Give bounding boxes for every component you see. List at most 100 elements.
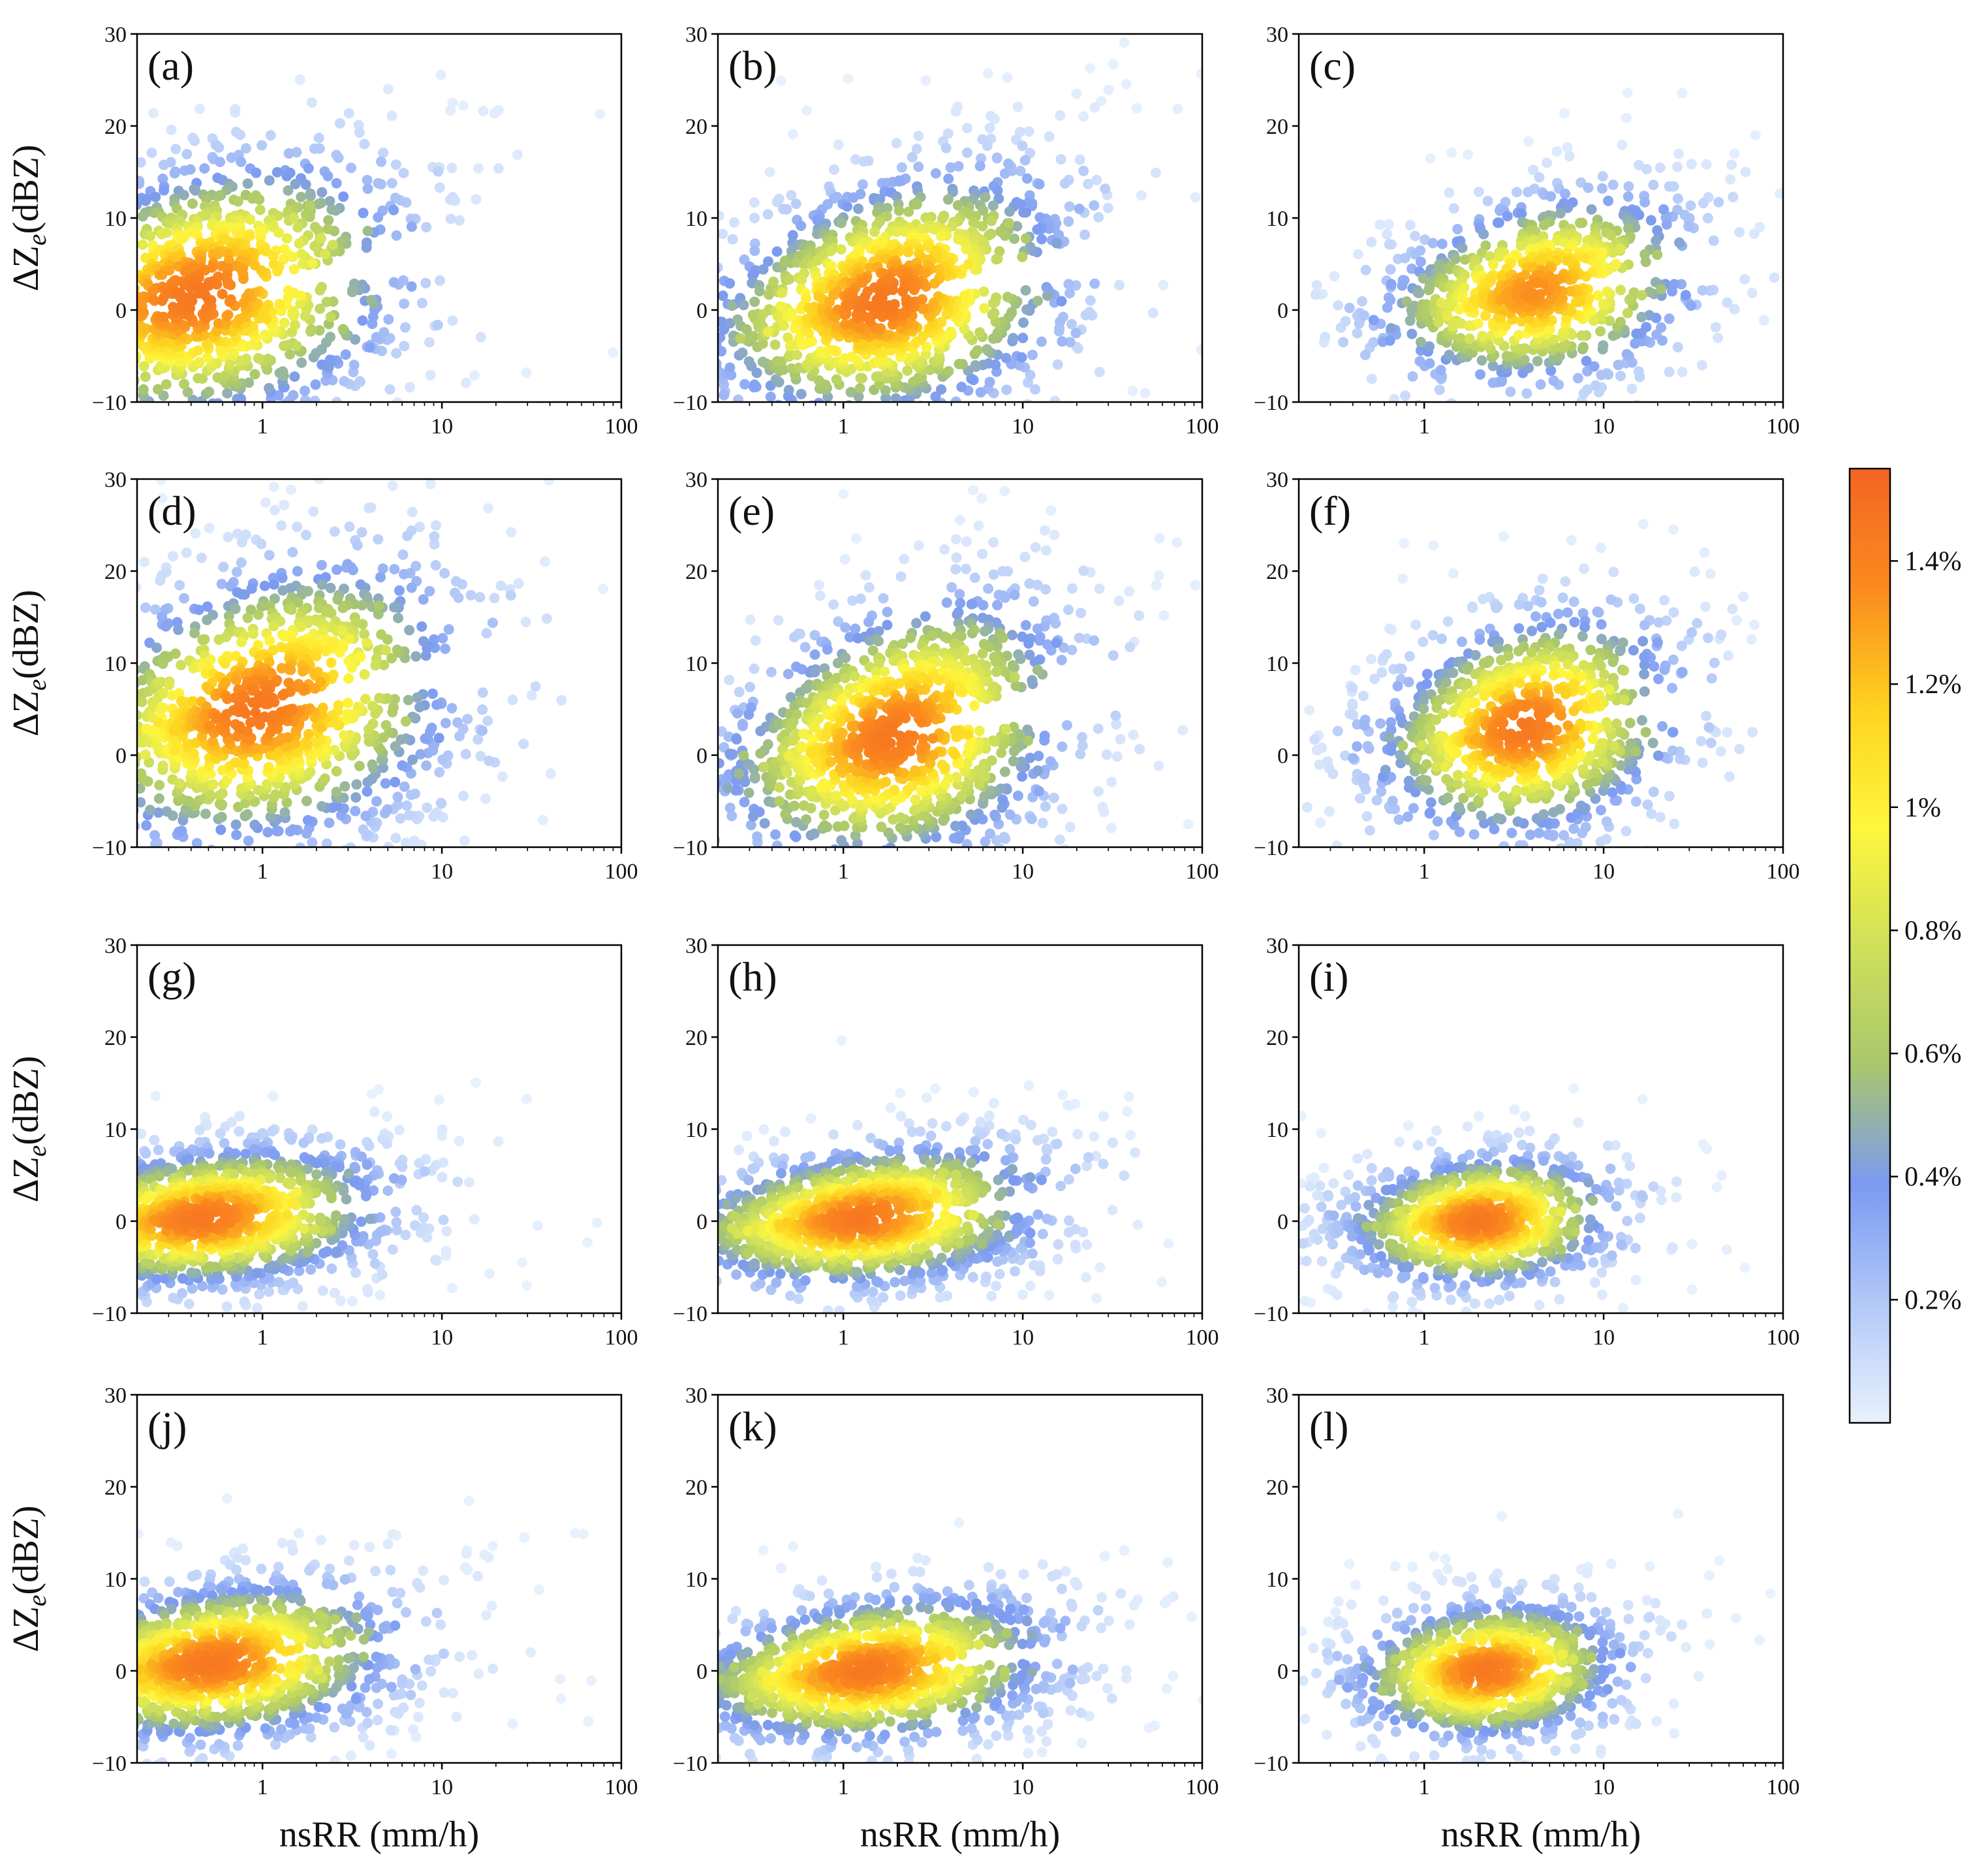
scatter-point	[117, 337, 127, 347]
scatter-point	[137, 783, 146, 794]
scatter-point	[102, 247, 113, 257]
scatter-point	[406, 221, 417, 232]
scatter-point	[169, 745, 180, 756]
scatter-point	[1414, 356, 1425, 367]
scatter-point	[1583, 182, 1594, 193]
scatter-point	[405, 382, 415, 393]
scatter-point	[1002, 292, 1013, 302]
scatter-point	[1150, 167, 1161, 178]
scatter-point	[195, 887, 206, 897]
scatter-point	[1030, 384, 1040, 395]
scatter-point	[117, 286, 128, 296]
scatter-point	[112, 277, 122, 288]
scatter-point	[156, 879, 166, 889]
scatter-point	[450, 587, 460, 599]
scatter-point	[1640, 257, 1651, 268]
scatter-point	[283, 664, 294, 675]
scatter-point	[727, 234, 738, 245]
scatter-point	[200, 808, 211, 819]
scatter-point	[279, 317, 290, 328]
scatter-point	[495, 580, 506, 591]
scatter-point	[1366, 237, 1377, 247]
scatter-point	[288, 390, 299, 401]
scatter-point	[435, 69, 446, 80]
scatter-point	[976, 153, 987, 164]
scatter-point	[111, 633, 121, 644]
scatter-point	[1579, 252, 1590, 263]
scatter-point	[78, 734, 89, 745]
scatter-point	[49, 319, 59, 330]
scatter-point	[1021, 173, 1033, 184]
scatter-point	[230, 603, 241, 614]
scatter-point	[6, 322, 16, 333]
scatter-point	[1051, 238, 1063, 249]
scatter-point	[987, 200, 999, 211]
scatter-point	[995, 226, 1006, 237]
scatter-point	[1416, 337, 1426, 348]
scatter-point	[132, 854, 143, 864]
scatter-point	[462, 713, 473, 724]
scatter-point	[945, 162, 956, 173]
scatter-point	[471, 194, 482, 205]
scatter-point	[63, 296, 74, 306]
scatter-point	[311, 651, 322, 662]
scatter-point	[891, 138, 902, 149]
scatter-point	[827, 418, 837, 429]
scatter-point	[327, 240, 338, 251]
scatter-point	[304, 200, 315, 211]
scatter-point	[268, 445, 279, 456]
scatter-point	[80, 308, 90, 319]
scatter-point	[1436, 298, 1446, 309]
scatter-point	[149, 604, 161, 615]
scatter-point	[1639, 249, 1651, 260]
scatter-point	[320, 249, 331, 260]
scatter-point	[362, 786, 373, 797]
scatter-point	[103, 146, 114, 156]
scatter-point	[421, 868, 431, 879]
scatter-point	[63, 314, 74, 324]
scatter-point	[93, 380, 103, 390]
scatter-point	[305, 191, 316, 202]
scatter-point	[418, 594, 429, 605]
scatter-point	[380, 778, 391, 789]
scatter-point	[1019, 155, 1031, 166]
scatter-point	[982, 403, 993, 413]
scatter-point	[425, 479, 436, 490]
scatter-point	[843, 73, 854, 84]
scatter-point	[91, 277, 102, 288]
scatter-point	[1602, 286, 1613, 297]
scatter-point	[71, 319, 82, 330]
scatter-point	[1131, 102, 1142, 114]
scatter-point	[193, 345, 204, 356]
scatter-point	[33, 297, 44, 307]
scatter-point	[84, 319, 94, 330]
scatter-point	[1206, 154, 1217, 164]
scatter-point	[135, 436, 146, 446]
scatter-point	[55, 349, 65, 359]
scatter-point	[1064, 201, 1075, 212]
scatter-point	[1548, 334, 1559, 345]
scatter-point	[137, 768, 147, 779]
scatter-point	[119, 785, 129, 795]
scatter-point	[31, 339, 41, 350]
scatter-point	[1368, 315, 1379, 326]
scatter-point	[726, 412, 737, 422]
scatter-point	[153, 717, 164, 728]
scatter-point	[78, 300, 89, 311]
scatter-point	[397, 549, 409, 560]
scatter-point	[88, 350, 99, 360]
scatter-point	[695, 288, 706, 298]
scatter-point	[141, 820, 152, 831]
scatter-point	[277, 572, 288, 583]
scatter-point	[1021, 304, 1032, 315]
scatter-point	[1424, 341, 1435, 352]
scatter-point	[159, 185, 170, 196]
scatter-point	[1704, 285, 1715, 296]
scatter-point	[1055, 110, 1066, 121]
scatter-point	[74, 740, 84, 751]
scatter-point	[434, 767, 445, 778]
scatter-point	[850, 154, 861, 165]
scatter-point	[1664, 181, 1675, 192]
scatter-point	[650, 356, 660, 367]
scatter-point	[897, 286, 908, 297]
